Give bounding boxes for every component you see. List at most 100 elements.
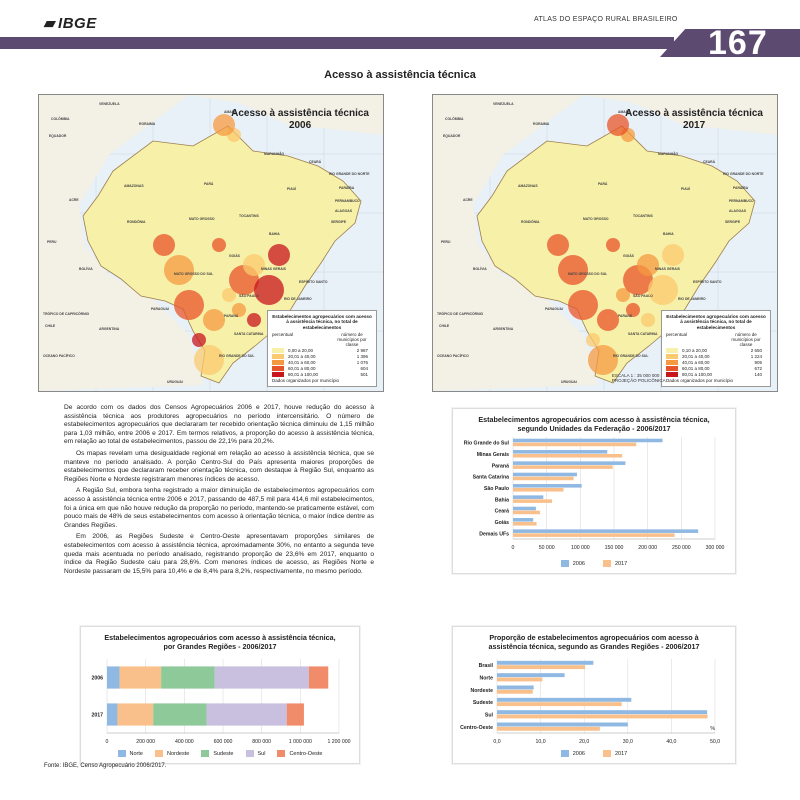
x-tick-label: 200 000: [638, 545, 657, 551]
legend-label: 2006: [572, 750, 585, 757]
map-legend: Estabelecimentos agropecuários com acess…: [661, 309, 771, 387]
legend-row: 60,01 a 80,00 604: [272, 366, 372, 371]
x-tick-label: 30,0: [623, 739, 633, 745]
bar: [497, 673, 565, 678]
municipality-cluster: [597, 309, 619, 331]
legend-swatch: [666, 354, 678, 359]
category-label: Santa Catarina: [473, 475, 509, 481]
category-label: Norte: [479, 676, 493, 682]
map-label: OCEANO PACÍFICO: [43, 353, 75, 358]
bar: [497, 665, 586, 670]
legend-range: 0,00 a 20,00: [288, 348, 314, 353]
map-title-line1: Acesso à assistência técnica: [625, 108, 763, 119]
municipality-cluster: [164, 255, 194, 285]
legend-col1: percentual: [272, 332, 294, 337]
map-label: RIO GRANDE DO NORTE: [329, 172, 370, 176]
map-label: ALAGOAS: [335, 209, 353, 213]
legend-label: Nordeste: [166, 750, 190, 757]
header-band: [0, 37, 674, 49]
stacked-segment: [214, 666, 309, 689]
legend-count: 1 396: [356, 354, 368, 359]
municipality-cluster: [641, 313, 655, 327]
legend-label: 2006: [572, 560, 585, 567]
bar: [513, 506, 536, 511]
x-tick-label: 800 000: [252, 739, 271, 745]
map-label: BOLÍVIA: [79, 266, 93, 271]
legend-swatch: [560, 560, 569, 567]
legend-count: 604: [360, 366, 368, 371]
legend-item: 2017: [603, 750, 627, 757]
x-tick-label: 100 000: [571, 545, 590, 551]
stacked-segment: [107, 703, 118, 726]
legend-swatch: [666, 366, 678, 371]
legend-swatch: [666, 360, 678, 365]
municipality-cluster: [558, 255, 588, 285]
map-label: PARANÁ: [618, 313, 633, 318]
paragraph: A Região Sul, embora tenha registrado a …: [64, 487, 374, 529]
map-label: MINAS GERAIS: [655, 267, 681, 271]
stacked-segment: [206, 703, 287, 726]
map-title-line2: 2006: [288, 120, 312, 131]
chart-svg: 0 50 000 100 000 150 000 200 000 250 000 300 0…: [464, 437, 724, 551]
bar: [513, 484, 582, 488]
legend-row: 20,01 a 40,00 1 396: [272, 354, 372, 359]
chart-title: Estabelecimentos agropecuários com acess…: [104, 633, 336, 651]
x-tick-label: 0: [512, 545, 515, 551]
x-tick-label: 150 000: [605, 545, 624, 551]
x-tick-label: 600 000: [214, 739, 233, 745]
map-label: ESPÍRITO SANTO: [299, 279, 328, 284]
bar: [497, 689, 533, 694]
municipality-cluster: [194, 345, 224, 375]
legend-swatch: [272, 354, 284, 359]
legend-range: 40,01 a 60,00: [288, 360, 316, 365]
map-label: PARAÍBA: [733, 185, 749, 190]
legend-swatch: [603, 750, 611, 757]
x-tick-label: 20,0: [579, 739, 589, 745]
map-label: VENEZUELA: [493, 102, 514, 106]
map-label: AMAPÁ: [224, 109, 237, 114]
legend-row: 80,01 a 100,00 140: [666, 372, 766, 377]
legend-col2: número de municípios por classe: [731, 332, 761, 347]
legend-item: 2006: [560, 750, 585, 757]
map-svg: AMAZONAS PARÁ ACRE RONDÔNIA MATO GROSSO TOCAN…: [433, 95, 777, 391]
map-label: MATO GROSSO: [583, 217, 609, 221]
map-label: PARÁ: [598, 181, 608, 186]
map-label: COLÔMBIA: [51, 116, 70, 121]
bar: [497, 677, 543, 682]
category-label: 2017: [91, 713, 103, 719]
map-label: RORAIMA: [139, 122, 156, 126]
map-label: PARÁ: [204, 181, 214, 186]
map-label: PARAGUAI: [151, 307, 169, 311]
stacked-segment: [119, 666, 162, 689]
map-title: Acesso à assistência técnica 2006: [231, 108, 369, 132]
x-tick-label: 1 000 000: [289, 739, 312, 745]
legend-title: Estabelecimentos agropecuários com acess…: [272, 313, 372, 330]
map-label: ACRE: [69, 198, 79, 202]
legend-count: 672: [754, 366, 762, 371]
bar: [513, 518, 534, 522]
brazil-shape: [476, 125, 756, 384]
legend-item: Norte: [117, 750, 143, 757]
map-label: TOCANTINS: [633, 214, 653, 218]
municipality-cluster: [243, 254, 265, 276]
x-tick-label: 400 000: [175, 739, 194, 745]
legend-footer: Dados organizados por município: [666, 378, 734, 383]
legend-col2: número de municípios por classe: [337, 332, 367, 347]
stacked-segment: [153, 703, 207, 726]
map-label: MATO GROSSO: [189, 217, 215, 221]
paragraph: Em 2006, as Regiões Sudeste e Centro-Oes…: [64, 533, 374, 575]
legend-swatch: [272, 360, 284, 365]
bar: [513, 454, 623, 458]
legend-label: Centro-Oeste: [289, 750, 323, 757]
ibge-logo: ▰ IBGE: [44, 14, 97, 32]
map-label: TRÓPICO DE CAPRICÓRNIO: [43, 311, 90, 316]
projection-text: PROJEÇÃO POLICÔNICA: [611, 378, 666, 383]
map-label: RONDÔNIA: [521, 219, 540, 224]
x-tick-label: 250 000: [672, 545, 691, 551]
legend-row: 0,10 a 20,00 2 650: [666, 348, 766, 353]
legend-count: 1 224: [750, 354, 762, 359]
legend-label: Norte: [129, 750, 143, 757]
map-label: PERU: [441, 240, 451, 244]
category-label: Goiás: [495, 520, 510, 526]
x-tick-label: 50,0: [710, 739, 720, 745]
